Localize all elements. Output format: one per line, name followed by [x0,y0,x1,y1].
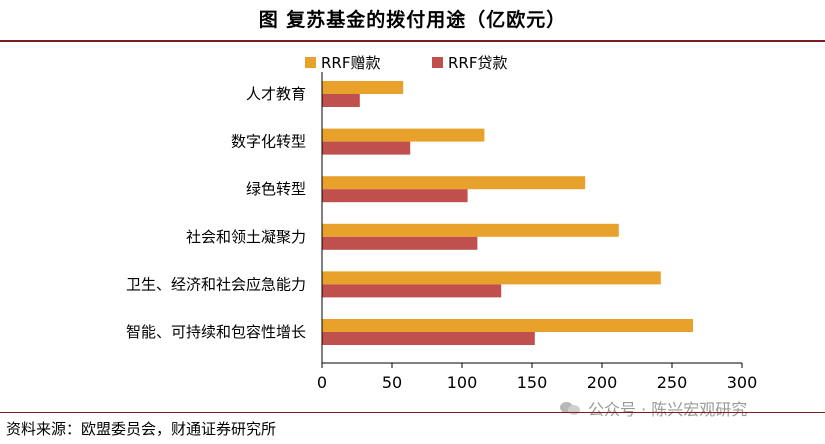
legend: RRF赠款 RRF贷款 [305,54,507,72]
bar-loan [322,189,468,202]
x-tick-label: 100 [447,373,478,392]
x-tick-label: 0 [317,373,327,392]
legend-swatch-0 [305,57,316,68]
bar-grant [322,319,693,332]
source-note: 资料来源：欧盟委员会，财通证券研究所 [6,418,276,439]
bar-grant [322,271,661,284]
watermark-text: 公众号 · 陈兴宏观研究 [588,396,747,420]
legend-label-1: RRF贷款 [448,54,507,72]
bar-loan [322,142,410,155]
source-divider [0,412,825,413]
category-label: 卫生、经济和社会应急能力 [126,275,306,293]
bar-grant [322,224,619,237]
bar-grant [322,129,484,142]
x-tick-label: 200 [587,373,618,392]
category-label: 智能、可持续和包容性增长 [126,323,306,341]
category-label: 绿色转型 [246,180,306,198]
bar-chart: RRF赠款 RRF贷款 人才教育数字化转型绿色转型社会和领土凝聚力卫生、经济和社会… [0,0,825,412]
bar-grant [322,81,403,94]
category-labels: 人才教育数字化转型绿色转型社会和领土凝聚力卫生、经济和社会应急能力智能、可持续和… [126,85,306,341]
x-tick-label: 50 [382,373,402,392]
legend-label-0: RRF赠款 [321,54,380,72]
x-tick-label: 300 [727,373,758,392]
bar-loan [322,332,535,345]
category-label: 数字化转型 [231,133,306,151]
x-tick-label: 250 [657,373,688,392]
watermark: 公众号 · 陈兴宏观研究 [560,396,747,420]
category-label: 社会和领土凝聚力 [186,228,306,246]
x-tick-label: 150 [517,373,548,392]
bars [322,81,693,345]
legend-swatch-1 [432,57,443,68]
wechat-icon [560,400,582,416]
bar-loan [322,94,360,107]
bar-loan [322,284,501,297]
bar-loan [322,237,477,250]
bar-grant [322,176,585,189]
category-label: 人才教育 [246,85,306,103]
